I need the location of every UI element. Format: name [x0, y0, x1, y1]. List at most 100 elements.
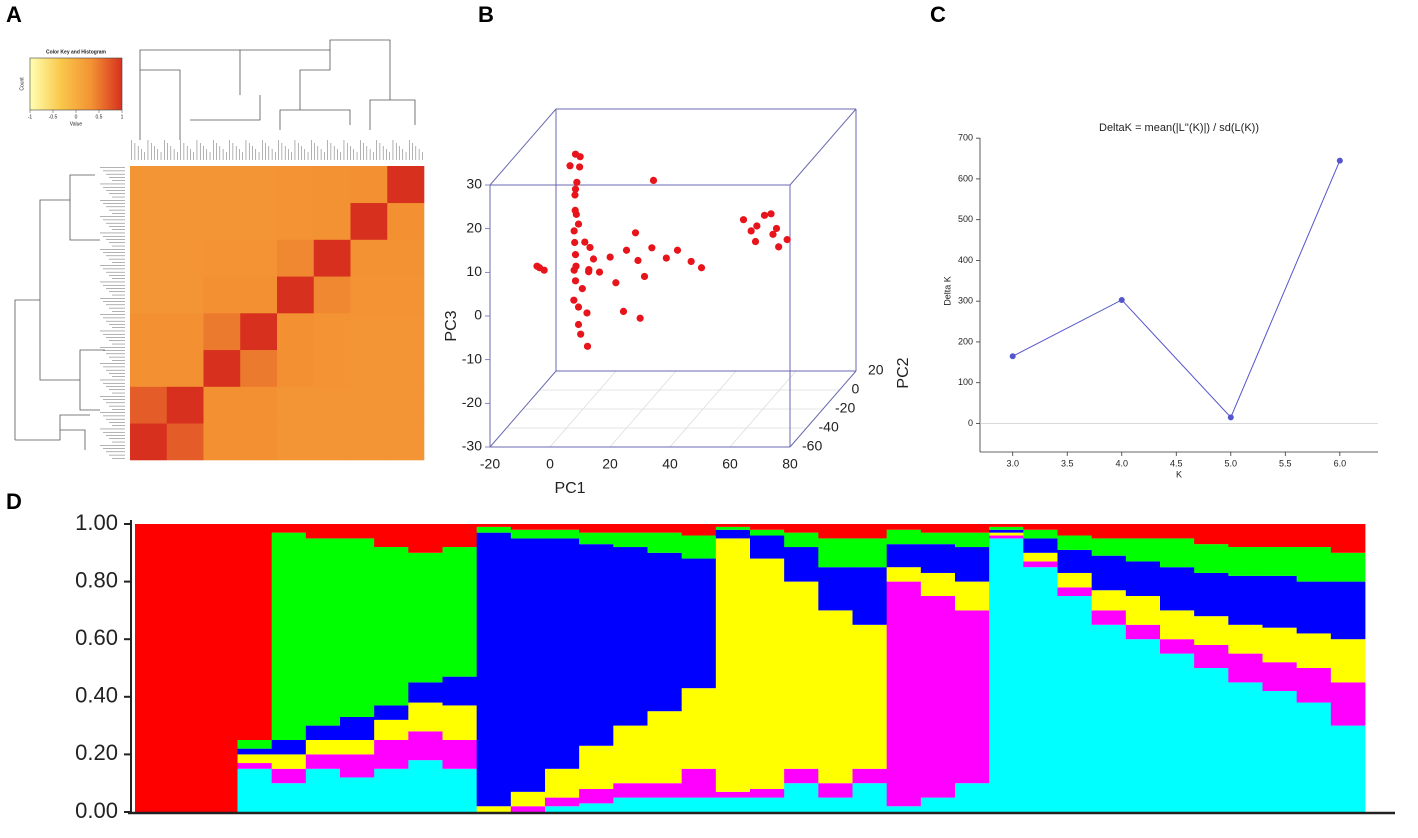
bar-segment: [818, 610, 853, 784]
heatmap-cell: [203, 276, 241, 314]
column-dendrogram: [139, 39, 416, 140]
heatmap-cell: [277, 239, 315, 277]
bar-segment: [271, 754, 307, 769]
point: [662, 254, 670, 262]
point: [570, 227, 578, 235]
point: [578, 285, 586, 293]
heatmap-cell: [277, 349, 315, 387]
bar-segment: [510, 806, 546, 812]
y-tick-label: 300: [958, 296, 973, 306]
bar-segment: [818, 524, 853, 539]
bar-segment: [784, 547, 819, 582]
bar-segment: [750, 529, 785, 536]
bar-segment: [886, 529, 922, 545]
heatmap-cell: [130, 166, 168, 204]
point: [760, 211, 769, 219]
point: [571, 238, 579, 247]
heatmap-cell: [313, 276, 351, 314]
point: [571, 251, 580, 259]
heatmap-cell: [387, 202, 425, 240]
bar-segment: [1228, 653, 1263, 683]
x-tick-label: -20: [480, 456, 500, 472]
bar-segment: [1296, 668, 1332, 703]
point: [595, 268, 604, 276]
heatmap-cell: [350, 166, 388, 204]
bar-segment: [715, 529, 751, 539]
heatmap-cell: [166, 202, 204, 240]
bar-segment: [476, 524, 512, 527]
point: [1227, 414, 1234, 421]
bar-segment: [886, 567, 922, 582]
bar-segment: [1330, 552, 1366, 582]
color-key: [29, 57, 123, 111]
bar-segment: [237, 754, 273, 764]
box-edge: [489, 370, 557, 448]
panel-label: B: [478, 2, 494, 27]
point: [772, 224, 781, 233]
y-tick-label: 100: [958, 377, 973, 387]
bar-segment: [989, 538, 1024, 812]
point: [1118, 296, 1125, 303]
bar-segment: [1194, 616, 1229, 645]
bar-segment: [1262, 575, 1298, 628]
heatmap-cell: [350, 386, 388, 424]
bar-segment: [681, 535, 717, 559]
point: [649, 176, 658, 184]
heatmap-cell: [240, 386, 278, 424]
bar-segment: [920, 596, 956, 798]
point: [571, 191, 579, 199]
point: [640, 272, 649, 281]
heatmap-cell: [166, 349, 204, 387]
bar-segment: [818, 538, 853, 568]
bar-segment: [305, 725, 341, 740]
bar-segment: [408, 702, 443, 732]
heatmap-cell: [166, 166, 204, 204]
y-tick-label: -20: [835, 400, 855, 416]
bar-segment: [989, 535, 1024, 539]
x-tick-label: 4.5: [1170, 458, 1183, 468]
bar-segment: [1057, 535, 1093, 550]
heatmap-cell: [166, 423, 204, 461]
bar-segment: [886, 806, 922, 812]
bar-segment: [545, 797, 580, 807]
bar-segment: [169, 524, 204, 812]
heatmap-cell: [166, 239, 204, 277]
x-tick-label: 3.0: [1006, 458, 1019, 468]
series-line: [1012, 160, 1341, 419]
key-x-label: Value: [70, 121, 83, 127]
point: [673, 246, 682, 254]
bar-segment: [442, 676, 478, 706]
bar-segment: [510, 538, 546, 792]
z-tick-label: -30: [462, 438, 482, 454]
bar-segment: [340, 716, 375, 740]
bar-segment: [271, 783, 307, 812]
bar-segment: [852, 524, 888, 539]
bar-segment: [545, 768, 580, 798]
key-tick-label: 0.5: [96, 114, 103, 120]
bar-segment: [1057, 572, 1093, 588]
y-tick-label: 200: [958, 336, 973, 346]
bar-segment: [750, 558, 785, 789]
bar-segment: [1091, 538, 1127, 556]
x-tick-label: 0: [546, 456, 554, 472]
y-tick-label: 0.40: [75, 683, 118, 708]
bar-segment: [852, 624, 888, 769]
bar-segment: [715, 791, 751, 798]
y-tick-label: 1.00: [75, 510, 118, 535]
bar-segment: [681, 797, 717, 812]
x-tick-label: 5.0: [1225, 458, 1238, 468]
key-title: Color Key and Histogram: [46, 49, 107, 55]
bar-segment: [1023, 567, 1058, 812]
point: [622, 246, 631, 254]
bar-segment: [408, 682, 443, 703]
bar-segment: [305, 524, 341, 539]
z-tick-label: 0: [474, 307, 482, 323]
bar-segment: [510, 529, 546, 539]
point: [572, 210, 580, 218]
heatmap-cell: [277, 202, 315, 240]
bar-segment: [613, 783, 648, 798]
bar-segment: [1228, 575, 1263, 625]
heatmap-cell: [166, 276, 204, 314]
y-tick-label: 400: [958, 255, 973, 265]
bar-segment: [955, 547, 990, 582]
